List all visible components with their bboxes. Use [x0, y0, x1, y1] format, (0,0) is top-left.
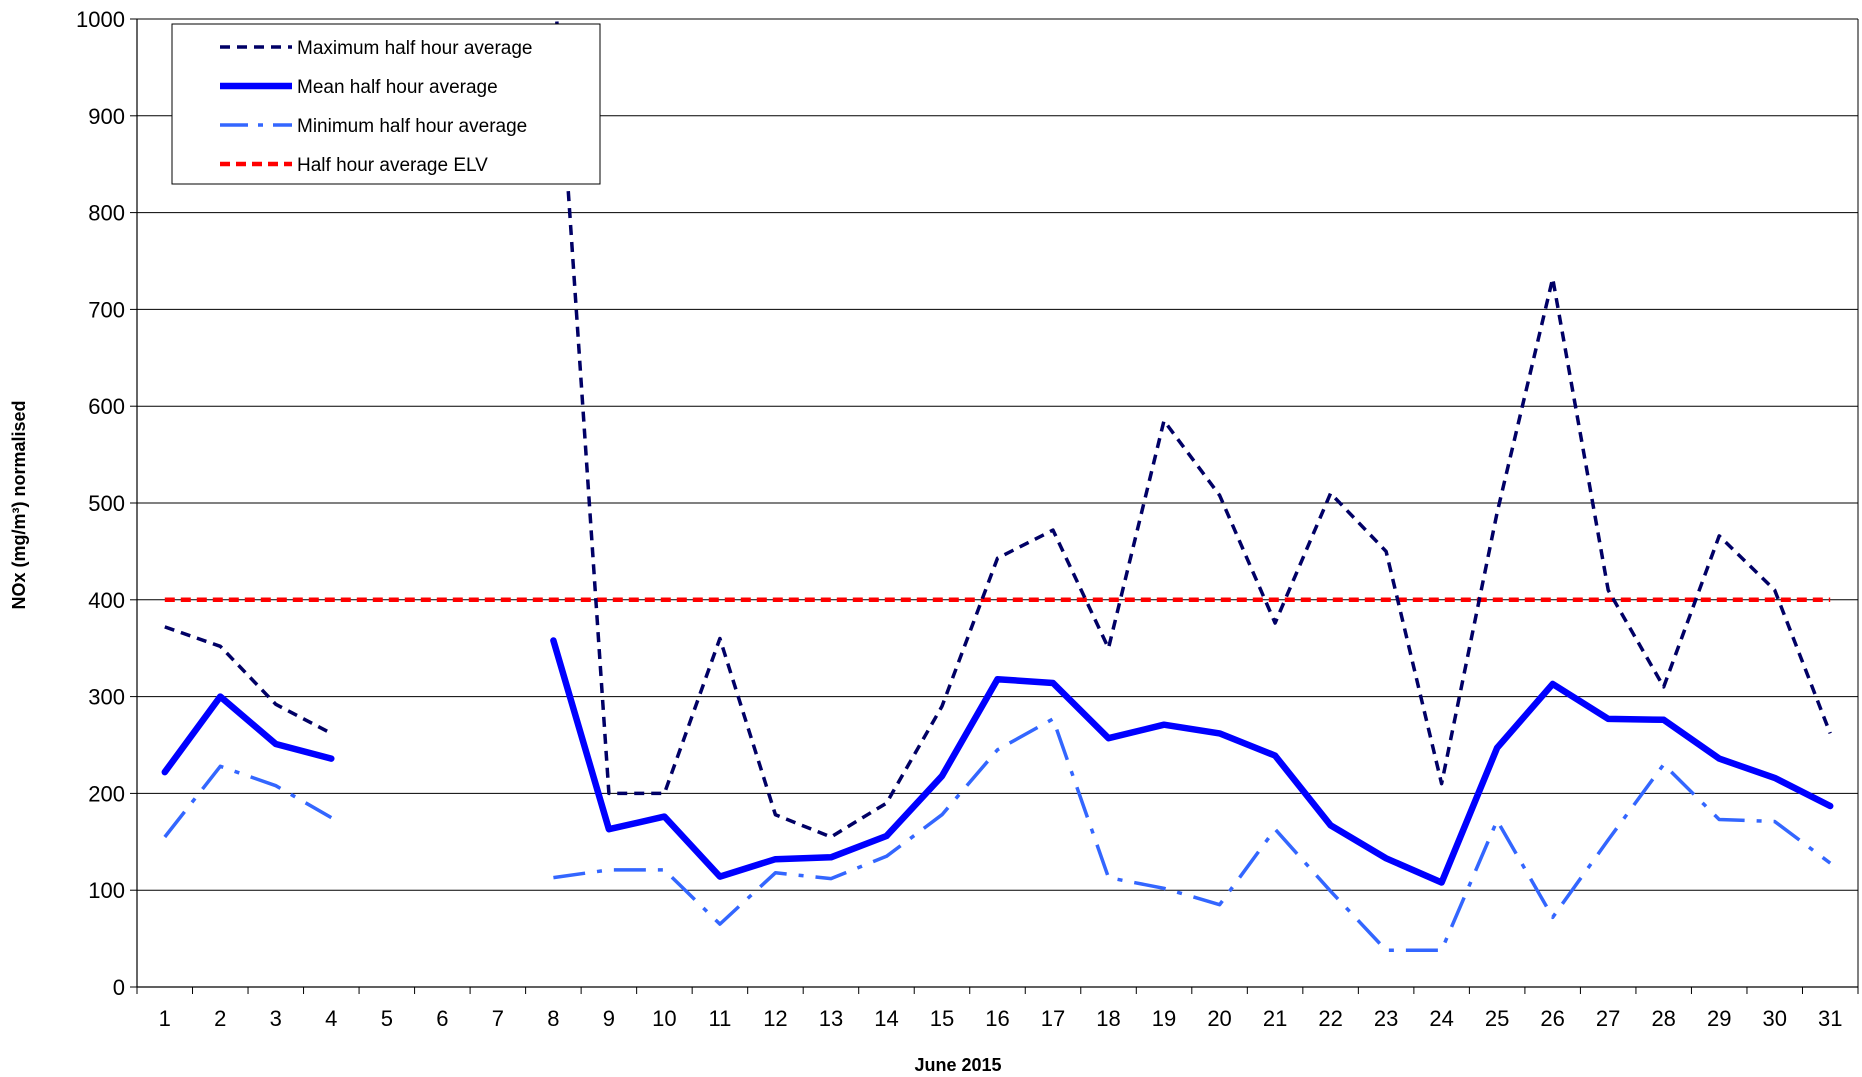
- series-layer: [161, 19, 1834, 952]
- x-axis-title: June 2015: [914, 1055, 1001, 1075]
- x-tick-label: 17: [1041, 1006, 1065, 1031]
- series-line: [554, 19, 1832, 839]
- x-tick-label: 25: [1485, 1006, 1509, 1031]
- x-tick-label: 9: [603, 1006, 615, 1031]
- x-tick-label: 5: [381, 1006, 393, 1031]
- y-axis-title: NOx (mg/m³) normalised: [9, 400, 29, 609]
- y-tick-label: 300: [88, 685, 125, 710]
- axes: [130, 18, 1859, 994]
- series-2: [163, 717, 1832, 952]
- x-tick-label: 24: [1429, 1006, 1453, 1031]
- x-tick-label: 23: [1374, 1006, 1398, 1031]
- x-tick-label: 10: [652, 1006, 676, 1031]
- legend-label: Maximum half hour average: [297, 38, 533, 59]
- x-tick-label: 16: [985, 1006, 1009, 1031]
- x-tick-label: 4: [325, 1006, 337, 1031]
- x-tick-label: 30: [1762, 1006, 1786, 1031]
- y-tick-label: 700: [88, 297, 125, 322]
- y-tick-label: 500: [88, 491, 125, 516]
- series-line: [553, 717, 1832, 952]
- x-tick-label: 29: [1707, 1006, 1731, 1031]
- x-tick-label: 13: [819, 1006, 843, 1031]
- series-line: [550, 637, 1834, 886]
- y-tick-label: 100: [88, 878, 125, 903]
- x-tick-label: 19: [1152, 1006, 1176, 1031]
- legend-label: Mean half hour average: [297, 77, 498, 98]
- legend-label: Half hour average ELV: [297, 155, 488, 176]
- series-line: [163, 764, 333, 839]
- x-tick-label: 26: [1540, 1006, 1564, 1031]
- x-tick-label: 3: [270, 1006, 282, 1031]
- x-tick-label: 7: [492, 1006, 504, 1031]
- x-tick-label: 8: [547, 1006, 559, 1031]
- x-tick-label: 14: [874, 1006, 898, 1031]
- x-tick-label: 1: [159, 1006, 171, 1031]
- series-line: [164, 625, 333, 735]
- x-tick-label: 28: [1651, 1006, 1675, 1031]
- x-tick-label: 11: [708, 1006, 731, 1031]
- x-tick-label: 22: [1318, 1006, 1342, 1031]
- y-tick-label: 800: [88, 201, 125, 226]
- x-tick-label: 15: [930, 1006, 954, 1031]
- x-tick-label: 21: [1263, 1006, 1287, 1031]
- x-tick-label: 12: [763, 1006, 787, 1031]
- x-tick-label: 31: [1818, 1006, 1842, 1031]
- y-tick-label: 0: [113, 975, 125, 1000]
- y-tick-label: 200: [88, 781, 125, 806]
- y-tick-label: 400: [88, 588, 125, 613]
- series-1: [161, 637, 1834, 886]
- x-tick-label: 20: [1207, 1006, 1231, 1031]
- series-0: [164, 19, 1832, 839]
- y-tick-label: 600: [88, 394, 125, 419]
- legend-label: Minimum half hour average: [297, 116, 527, 137]
- x-tick-label: 6: [436, 1006, 448, 1031]
- series-line: [161, 693, 335, 776]
- x-tick-label: 2: [214, 1006, 226, 1031]
- legend-box: [171, 23, 601, 185]
- y-tick-label: 1000: [76, 7, 125, 32]
- x-tick-label: 27: [1596, 1006, 1620, 1031]
- y-tick-label: 900: [88, 104, 125, 129]
- x-tick-label: 18: [1096, 1006, 1120, 1031]
- legend: Maximum half hour average Mean half hour …: [171, 23, 601, 185]
